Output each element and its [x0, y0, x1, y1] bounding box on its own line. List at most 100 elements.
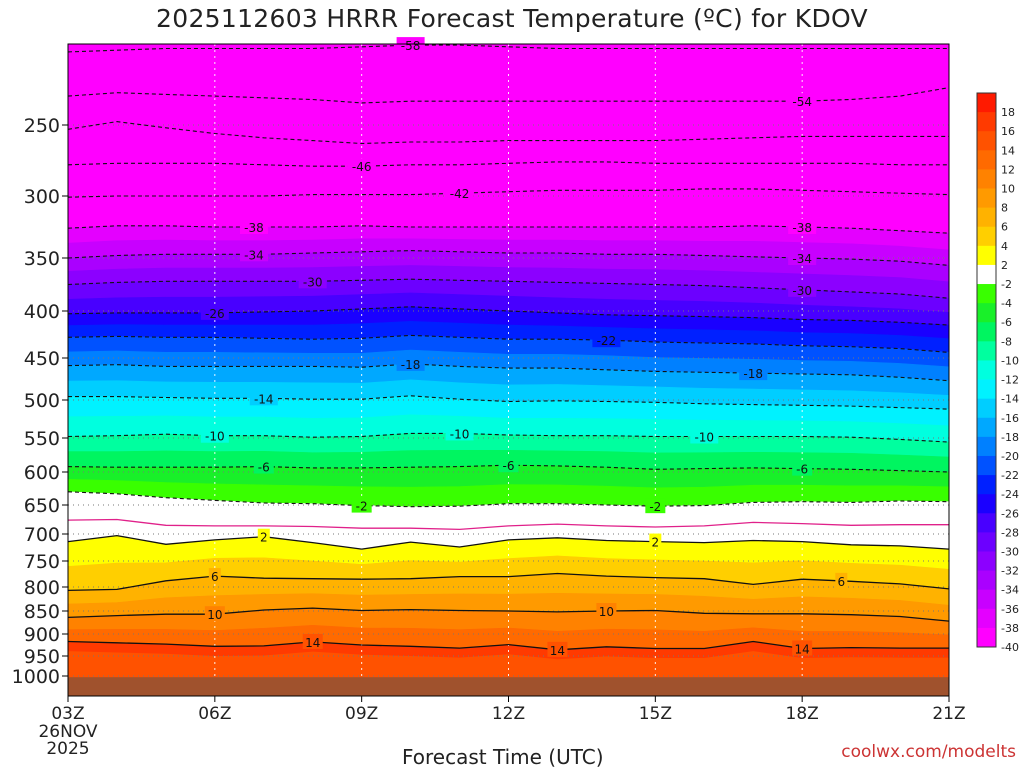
isotherm-label-bg — [788, 281, 817, 297]
colorbar-label: 18 — [1001, 106, 1015, 119]
colorbar-swatch--6 — [977, 303, 996, 323]
isotherm-label: -10 — [205, 430, 225, 444]
axis-layer: 2503003504004505005506006507007508008509… — [12, 115, 966, 759]
colorbar-label: -12 — [1001, 374, 1019, 387]
isotherm-label: -22 — [597, 334, 617, 348]
colorbar-label: -18 — [1001, 431, 1019, 444]
temp-band--58 — [68, 44, 949, 76]
y-tick-label: 750 — [24, 551, 60, 573]
y-tick-label: 850 — [24, 601, 60, 623]
colorbar-label: 10 — [1001, 183, 1015, 196]
y-tick-label: 500 — [24, 390, 60, 412]
isotherm-label: 14 — [550, 644, 565, 658]
colorbar-swatch--14 — [977, 379, 996, 400]
colorbar-swatch--4 — [977, 284, 996, 304]
colorbar-label: -8 — [1001, 335, 1012, 348]
colorbar: 18 16 14 12 10 8 6 4 2 -2 -4 -6 -8 -10 -12 -14 -16 -18 -20… — [976, 92, 1019, 654]
colorbar-swatch--18 — [977, 417, 996, 438]
colorbar-swatch--12 — [977, 360, 996, 380]
isotherm--2 — [68, 491, 949, 508]
isotherm-label: -34 — [792, 252, 812, 266]
colorbar-label: -14 — [1001, 393, 1019, 406]
colorbar-swatch-4 — [977, 226, 996, 247]
isotherm-label-bg — [690, 428, 719, 444]
x-tick-label: 06Z — [198, 704, 231, 724]
isotherm-label-bg — [396, 355, 425, 371]
isotherm-label: -10 — [450, 427, 470, 441]
colorbar-frame — [976, 92, 997, 648]
colorbar-swatch--10 — [977, 341, 996, 361]
isotherm-label: -18 — [743, 367, 763, 381]
x-axis-label: Forecast Time (UTC) — [402, 745, 604, 769]
isotherm-label: -30 — [303, 275, 323, 289]
isotherm-label-bg — [788, 219, 817, 234]
isotherm-label-bg — [592, 332, 621, 348]
colorbar-label: -28 — [1001, 526, 1019, 539]
y-tick-label: 250 — [24, 115, 60, 137]
colorbar-label: -2 — [1001, 278, 1012, 291]
x-tick-label: 09Z — [345, 704, 378, 724]
isotherm-label-bg — [253, 458, 274, 474]
isotherm-label: -6 — [258, 461, 270, 475]
colorbar-swatch--30 — [977, 532, 996, 552]
y-tick-label: 550 — [24, 428, 60, 450]
isotherm-label: -2 — [649, 500, 661, 514]
colorbar-label: -32 — [1001, 565, 1019, 578]
colorbar-label: -16 — [1001, 412, 1019, 425]
colorbar-swatch-18 — [977, 93, 996, 113]
colorbar-label: -34 — [1001, 584, 1019, 597]
y-tick-label: 650 — [24, 495, 60, 517]
colorbar-label: -6 — [1001, 316, 1012, 329]
isotherm-label-bg — [200, 304, 229, 320]
colorbar-swatch--36 — [977, 589, 996, 610]
ground-surface — [68, 677, 949, 696]
colorbar-swatch-6 — [977, 207, 996, 228]
isotherm-label-bg — [249, 390, 278, 406]
start-date-label: 26NOV — [38, 722, 97, 742]
x-tick-label: 12Z — [492, 704, 525, 724]
colorbar-label: -38 — [1001, 622, 1019, 635]
colorbar-label: -4 — [1001, 297, 1012, 310]
isotherm-label: -30 — [792, 284, 812, 298]
colorbar-label: -40 — [1001, 641, 1019, 654]
colorbar-label: -20 — [1001, 450, 1019, 463]
isotherm-2 — [68, 534, 949, 550]
colorbar-swatch-16 — [977, 112, 996, 132]
site-credit: coolwx.com/modelts — [841, 742, 1016, 762]
isotherm-label-bg — [792, 460, 813, 476]
isotherm-label-bg — [445, 185, 474, 201]
isotherm-label: 14 — [305, 636, 320, 650]
colorbar-swatch-2 — [977, 245, 996, 266]
colorbar-swatch--28 — [977, 513, 996, 533]
isotherm-label: -2 — [356, 500, 368, 514]
isotherm-label: 6 — [211, 570, 219, 584]
isotherm-label: -54 — [792, 95, 812, 109]
y-tick-label: 300 — [24, 186, 60, 208]
y-tick-label: 600 — [24, 462, 60, 484]
start-date-label: 2025 — [46, 739, 89, 759]
isotherm-label-bg — [596, 603, 617, 618]
ground-layer — [68, 677, 949, 696]
isotherm-label-bg — [204, 606, 225, 622]
isotherm-label-layer: -58-54-46-42-38 -38-34 -34-30-30-26-22-18-… — [200, 37, 848, 658]
colorbar-label: 2 — [1001, 259, 1008, 272]
colorbar-swatch-10 — [977, 169, 996, 189]
isotherm-label: 10 — [599, 605, 614, 619]
isotherm-label: 6 — [838, 575, 846, 589]
colorbar-swatch--34 — [977, 570, 996, 591]
isotherm-label: -34 — [244, 248, 264, 262]
colorbar-label: 12 — [1001, 163, 1015, 176]
isotherm-label-bg — [788, 250, 817, 265]
y-tick-label: 450 — [24, 348, 60, 370]
y-tick-label: 950 — [24, 646, 60, 668]
isotherm-label: -14 — [254, 392, 274, 406]
isotherm-label-bg — [445, 425, 474, 441]
isotherm-label-bg — [298, 273, 327, 289]
x-tick-label: 03Z — [51, 704, 84, 724]
colorbar-label: 6 — [1001, 221, 1008, 234]
isotherm-label-bg — [788, 93, 817, 109]
isotherm-label: -58 — [401, 39, 421, 53]
colorbar-swatch-12 — [977, 150, 996, 170]
colorbar-label: -36 — [1001, 603, 1019, 616]
isotherm-label: -42 — [450, 187, 470, 201]
